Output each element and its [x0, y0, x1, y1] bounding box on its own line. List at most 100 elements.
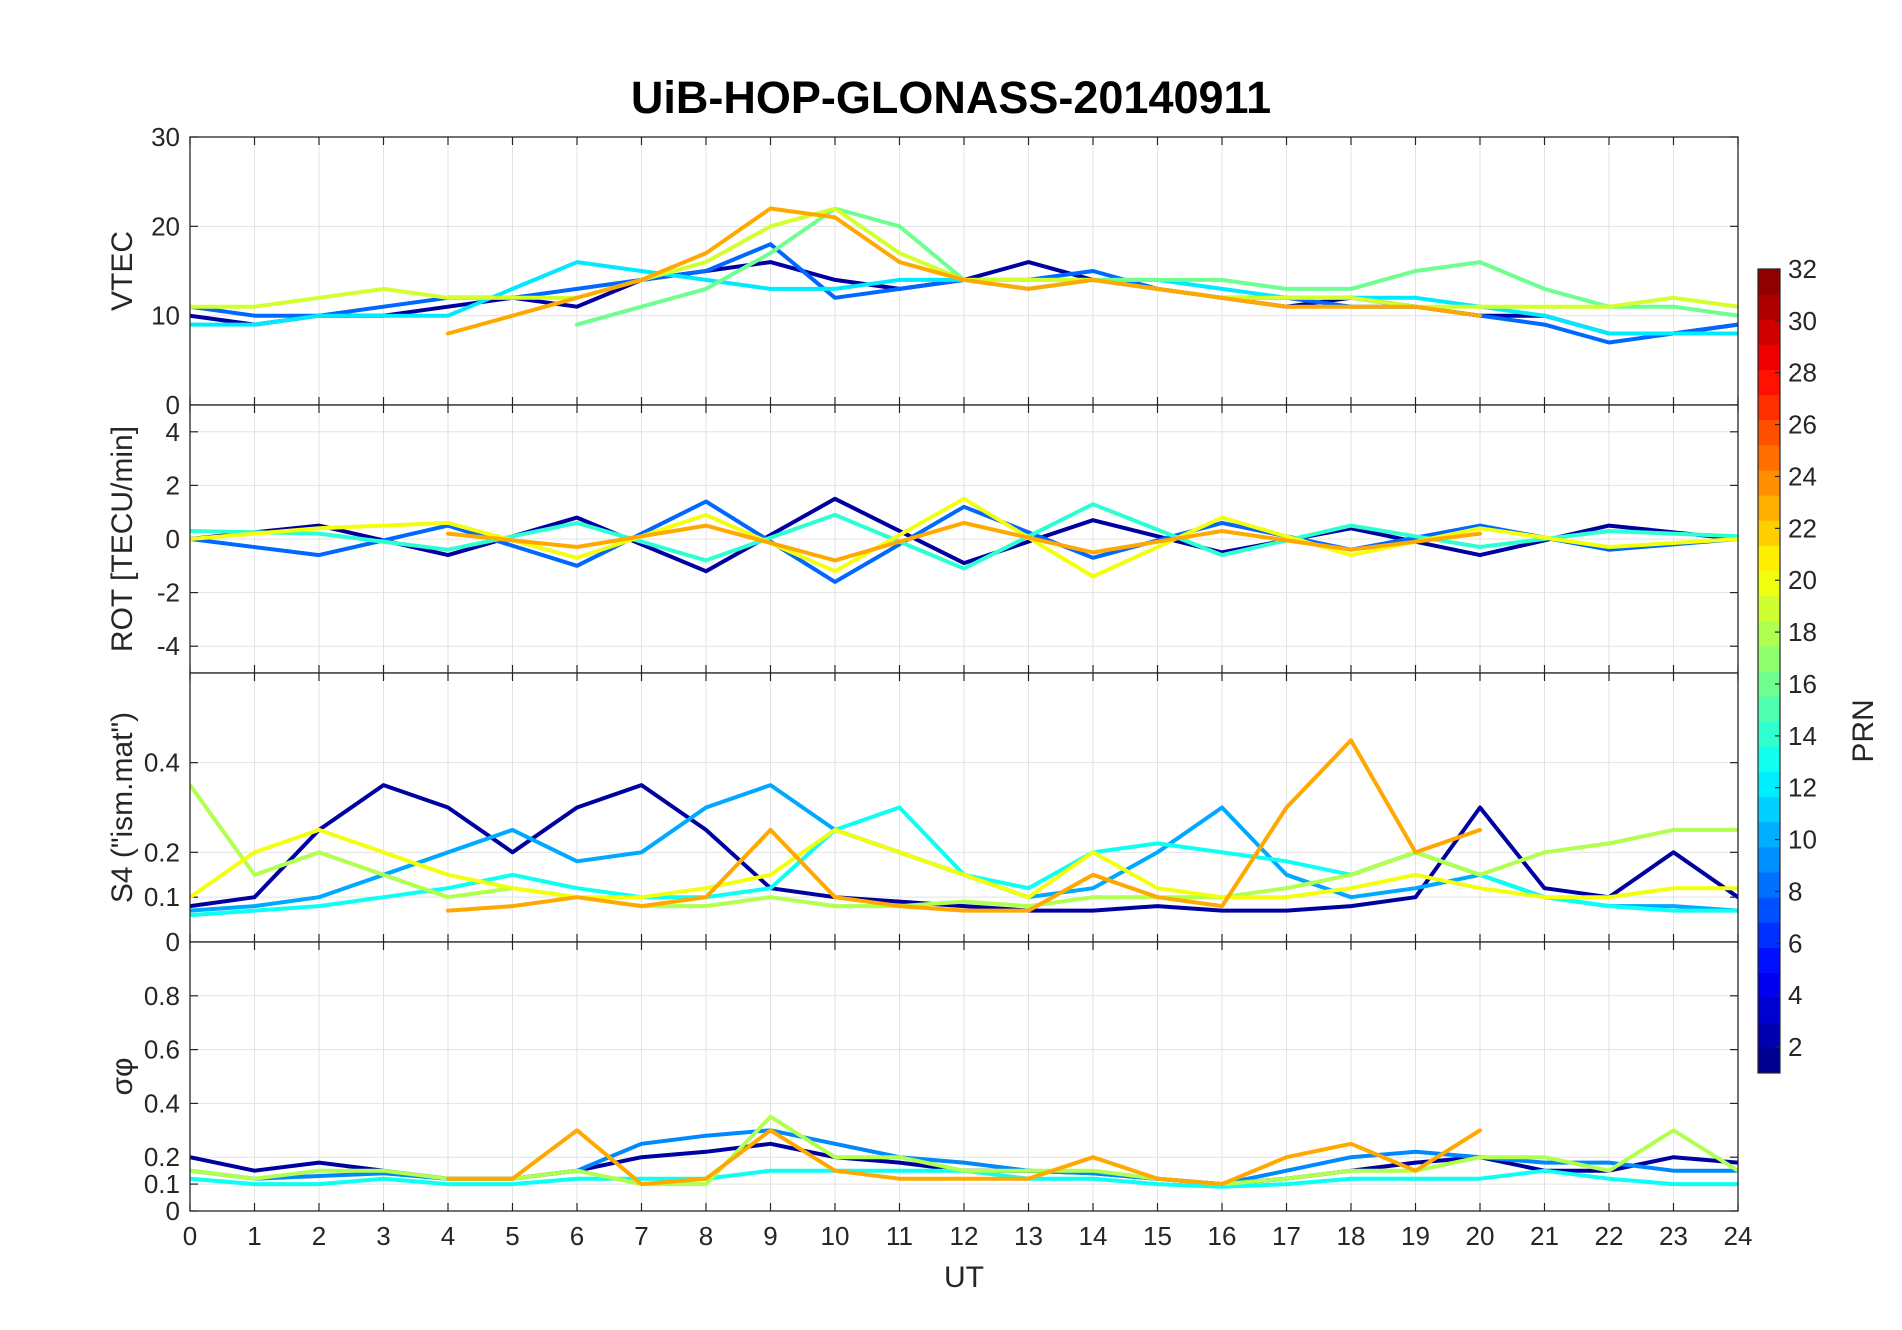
colorbar-tick-label: 4 [1788, 980, 1802, 1010]
series-group [190, 738, 1738, 918]
series-group [190, 206, 1738, 345]
x-tick-label: 13 [1014, 1221, 1043, 1251]
colorbar-segment [1758, 1047, 1780, 1074]
series-line-prn-23 [446, 206, 1482, 336]
colorbar-segment [1758, 997, 1780, 1024]
colorbar-segment [1758, 545, 1780, 571]
y-tick-label: 0.1 [144, 1169, 180, 1199]
x-tick-label: 8 [699, 1221, 713, 1251]
x-axis: 0 1 2 3 4 5 6 7 8 9 10 11 12 13 14 15 16 17 18 19 20 21 22 23 24… [183, 1221, 1753, 1294]
y-tick-label: 0.4 [144, 748, 180, 778]
colorbar-segment [1758, 821, 1780, 848]
colorbar-segment [1758, 369, 1780, 396]
colorbar-tick-label: 22 [1788, 513, 1817, 543]
colorbar-tick-label: 6 [1788, 928, 1802, 958]
y-tick-label: 0.4 [144, 1088, 180, 1118]
x-tick-label: 15 [1143, 1221, 1172, 1251]
y-tick-label: 0 [166, 390, 180, 420]
y-axis-label: S4 ("ism.mat") [106, 712, 139, 903]
chart-title: UiB-HOP-GLONASS-20140911 [630, 72, 1272, 123]
panel-vtec: 0 10 20 30 VTEC [106, 122, 1739, 420]
series-group [190, 496, 1738, 584]
colorbar-segment [1758, 344, 1780, 370]
x-tick-label: 9 [763, 1221, 777, 1251]
x-tick-label: 3 [376, 1221, 390, 1251]
y-tick-label: 0.2 [144, 837, 180, 867]
colorbar-segment [1758, 269, 1780, 295]
series-line-prn-23 [446, 1128, 1482, 1187]
x-tick-label: 18 [1337, 1221, 1366, 1251]
colorbar-segment [1758, 972, 1780, 999]
colorbar-segment [1758, 922, 1780, 948]
colorbar-segment [1758, 495, 1780, 521]
colorbar-segment [1758, 319, 1780, 345]
colorbar-segment [1758, 294, 1780, 320]
panel-rot: -4 -2 0 2 4 ROT [TECU/min] [106, 404, 1739, 674]
colorbar-tick-label: 32 [1788, 254, 1817, 284]
colorbar-tick-label: 20 [1788, 565, 1817, 595]
colorbar-segment [1758, 671, 1780, 697]
colorbar-frame [1757, 268, 1781, 1074]
series-line-prn-23 [446, 520, 1482, 563]
y-axis-label: ROT [TECU/min] [106, 426, 139, 652]
y-tick-label: 2 [166, 470, 180, 500]
y-tick-label: 0.1 [144, 882, 180, 912]
colorbar-segment [1758, 595, 1780, 622]
x-tick-label: 19 [1401, 1221, 1430, 1251]
colorbar-segment [1758, 570, 1780, 597]
x-tick-label: 21 [1530, 1221, 1559, 1251]
colorbar-tick-label: 14 [1788, 721, 1817, 751]
x-tick-label: 16 [1208, 1221, 1237, 1251]
y-tick-label: 4 [166, 417, 180, 447]
x-axis-label: UT [944, 1261, 984, 1294]
colorbar-label: PRN [1847, 699, 1880, 762]
colorbar-tick-label: 30 [1788, 306, 1817, 336]
x-tick-label: 2 [312, 1221, 326, 1251]
y-tick-label: 10 [151, 301, 180, 331]
series-line-prn-14 [190, 502, 1738, 571]
x-tick-label: 22 [1595, 1221, 1624, 1251]
y-axis-label: VTEC [106, 231, 139, 311]
panel-sigma-phi: 00.10.2 0.4 0.6 0.8 σφ [106, 941, 1739, 1226]
colorbar-segment [1758, 897, 1780, 923]
x-tick-label: 5 [505, 1221, 519, 1251]
x-tick-label: 20 [1466, 1221, 1495, 1251]
colorbar-tick-label: 16 [1788, 669, 1817, 699]
y-tick-label: -4 [157, 631, 180, 661]
colorbar-segment [1758, 796, 1780, 823]
series-line-prn-16 [575, 206, 1738, 327]
x-tick-label: 17 [1272, 1221, 1301, 1251]
series-line-prn-8 [190, 499, 1738, 584]
x-tick-label: 10 [821, 1221, 850, 1251]
series-line-prn-20 [190, 496, 1738, 579]
x-tick-label: 14 [1079, 1221, 1108, 1251]
x-tick-label: 23 [1659, 1221, 1688, 1251]
y-tick-label: 0 [166, 1196, 180, 1226]
colorbar-segment [1758, 444, 1780, 471]
colorbar-tick-label: 18 [1788, 617, 1817, 647]
colorbar-segment [1758, 645, 1780, 672]
y-tick-label: -2 [157, 578, 180, 608]
colorbar-segment [1758, 696, 1780, 722]
colorbar-segment [1758, 721, 1780, 747]
colorbar-tick-label: 2 [1788, 1032, 1802, 1062]
colorbar-tick-label: 10 [1788, 825, 1817, 855]
series-line-prn-23 [446, 738, 1482, 913]
series-line-prn-20 [190, 827, 1738, 900]
colorbar-segment [1758, 846, 1780, 873]
y-tick-label: 0.6 [144, 1035, 180, 1065]
colorbar-segment [1758, 947, 1780, 973]
y-axis-label: σφ [106, 1058, 139, 1096]
colorbar-segment [1758, 771, 1780, 798]
series-line-prn-2 [190, 783, 1738, 913]
x-tick-label: 0 [183, 1221, 197, 1251]
x-tick-label: 6 [570, 1221, 584, 1251]
colorbar-tick-label: 8 [1788, 876, 1802, 906]
colorbar-tick-label: 12 [1788, 773, 1817, 803]
colorbar-segment [1758, 872, 1780, 898]
x-tick-label: 12 [950, 1221, 979, 1251]
y-tick-label: 20 [151, 211, 180, 241]
y-tick-label: 0 [166, 927, 180, 957]
